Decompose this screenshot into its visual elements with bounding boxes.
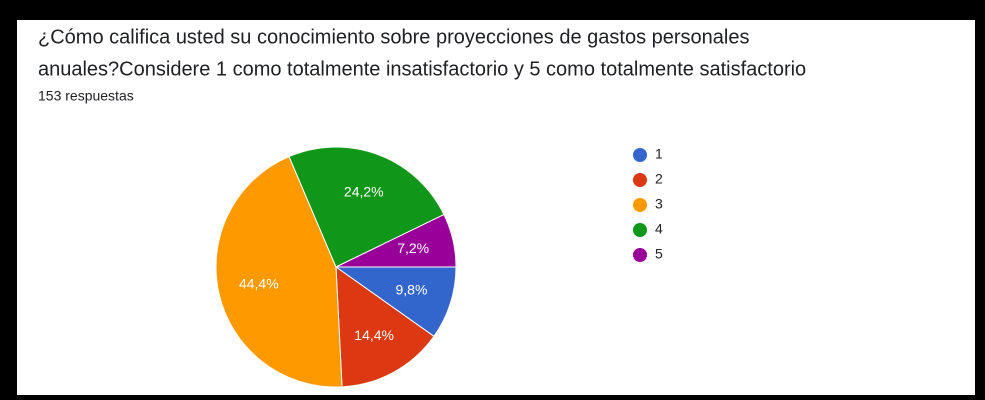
legend-label: 5 (655, 246, 663, 262)
legend-label: 1 (655, 146, 663, 162)
slice-label: 44,4% (239, 275, 279, 291)
pie-slice (288, 146, 445, 268)
pie-slice (335, 265, 435, 388)
slice-label: 24,2% (344, 184, 384, 200)
slice-label: 7,2% (397, 240, 429, 256)
legend-swatch (633, 198, 647, 212)
pie-slice (215, 155, 343, 388)
legend-label: 4 (655, 221, 663, 237)
legend-swatch (633, 223, 647, 237)
legend-swatch (633, 148, 647, 162)
card (17, 20, 975, 395)
legend-swatch (633, 248, 647, 262)
legend-label: 2 (655, 171, 663, 187)
pie-slice (334, 266, 457, 338)
chart-title-line: anuales?Considere 1 como totalmente insa… (38, 58, 806, 80)
legend-label: 3 (655, 196, 663, 212)
legend-swatch (633, 173, 647, 187)
slice-label: 9,8% (396, 282, 428, 298)
chart-title-line: ¿Cómo califica usted su conocimiento sob… (38, 26, 749, 48)
chart-subtitle: 153 respuestas (38, 88, 134, 104)
pie-slice (335, 213, 457, 268)
slice-label: 14,4% (354, 327, 394, 343)
